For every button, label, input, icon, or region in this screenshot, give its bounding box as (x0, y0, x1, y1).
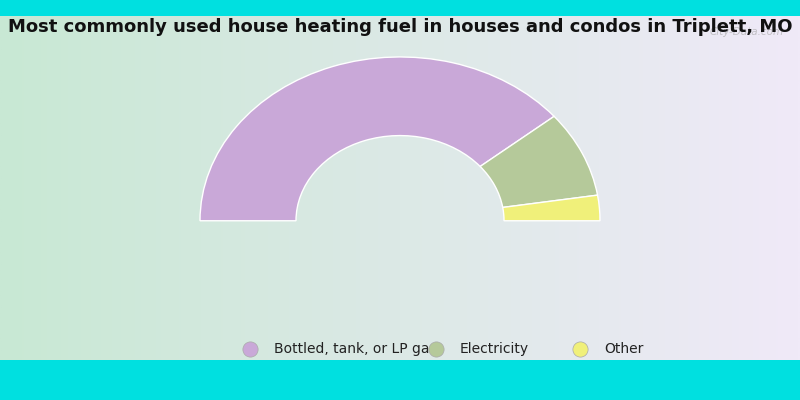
Text: City-Data.com: City-Data.com (710, 28, 784, 38)
Text: Electricity: Electricity (460, 342, 529, 356)
Point (430, 345, 442, 352)
Wedge shape (200, 57, 554, 221)
Point (243, 345, 256, 352)
Text: Most commonly used house heating fuel in houses and condos in Triplett, MO: Most commonly used house heating fuel in… (8, 18, 792, 36)
Wedge shape (480, 116, 598, 208)
Text: Other: Other (604, 342, 643, 356)
Text: Bottled, tank, or LP gas: Bottled, tank, or LP gas (274, 342, 437, 356)
Point (574, 345, 586, 352)
Wedge shape (502, 195, 600, 221)
